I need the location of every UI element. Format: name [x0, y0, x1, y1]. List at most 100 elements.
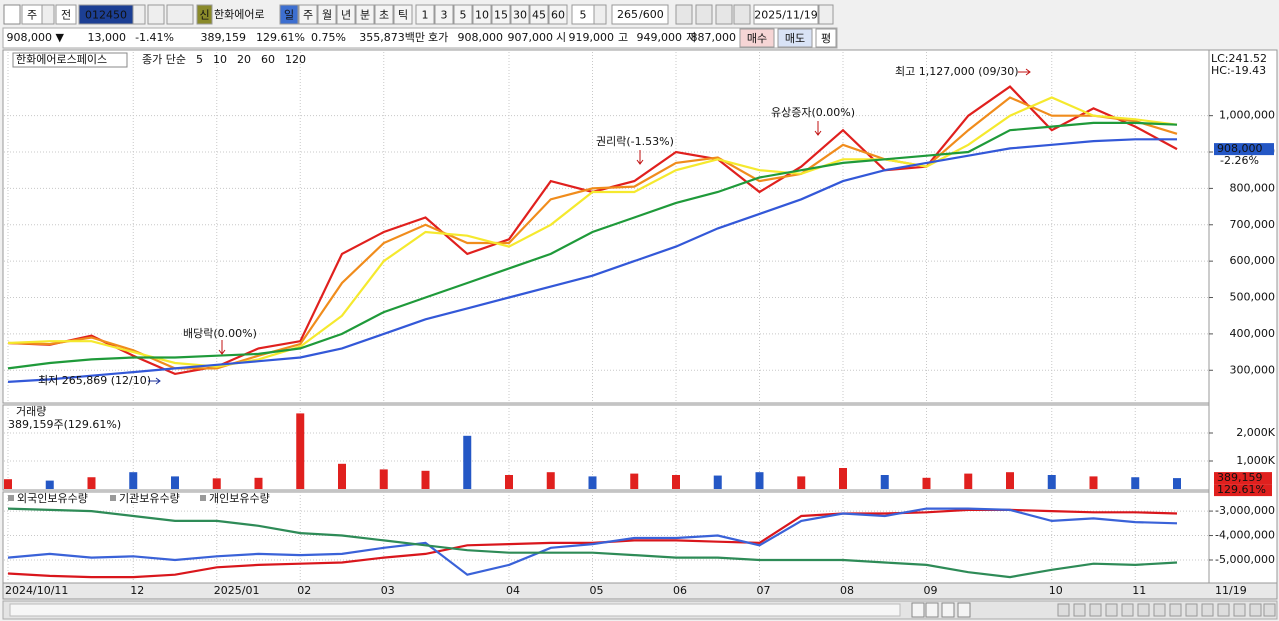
tool-icon[interactable]: [695, 4, 713, 25]
minute-box[interactable]: [415, 4, 435, 25]
tool-icon[interactable]: [675, 4, 693, 25]
interval-box[interactable]: [393, 4, 413, 25]
sell-button-box[interactable]: [777, 28, 813, 48]
volume-bar: [922, 477, 931, 489]
count[interactable]: 265: [617, 8, 638, 21]
zoom-icon[interactable]: [1201, 603, 1214, 617]
zoom-icon[interactable]: [1073, 603, 1086, 617]
sell-button[interactable]: 매도: [785, 32, 805, 45]
interval[interactable]: 일: [284, 8, 294, 22]
interval[interactable]: 분: [360, 9, 370, 22]
interval-box[interactable]: [374, 4, 394, 25]
badge[interactable]: 신: [199, 9, 209, 22]
minute[interactable]: 45: [532, 9, 546, 22]
volume-bar: [672, 475, 680, 489]
zoom-icon[interactable]: [1089, 603, 1102, 617]
count-unit[interactable]: 5: [580, 9, 587, 22]
scroll-button[interactable]: [941, 602, 955, 618]
volume-bar: [296, 413, 305, 489]
minute[interactable]: 10: [475, 9, 489, 22]
zoom-icon[interactable]: [1263, 603, 1276, 617]
zoom-icon[interactable]: [1185, 603, 1198, 617]
annotation-arrow: [218, 340, 226, 355]
minute[interactable]: 30: [513, 9, 527, 22]
range-box[interactable]: [55, 4, 77, 25]
period-type[interactable]: 주: [27, 9, 37, 22]
interval-box[interactable]: [317, 4, 337, 25]
minute-box[interactable]: [510, 4, 530, 25]
zoom-icon[interactable]: [1169, 603, 1182, 617]
interval-box[interactable]: [336, 4, 356, 25]
stock-name[interactable]: 한화에어로: [214, 8, 265, 21]
zoom-icon[interactable]: [1057, 603, 1070, 617]
minute-box[interactable]: [453, 4, 473, 25]
quote-low: 887,000: [691, 31, 737, 44]
volume-panel: [2, 404, 1210, 491]
avg-button[interactable]: 평: [821, 32, 831, 45]
volume-bar: [505, 475, 513, 489]
buy-button[interactable]: 매수: [747, 32, 767, 45]
legend-entry: 60: [261, 53, 275, 66]
zoom-icon[interactable]: [1121, 603, 1134, 617]
scroll-track[interactable]: [9, 603, 901, 617]
x-tick-label: 12: [130, 584, 144, 597]
scroll-button[interactable]: [957, 602, 971, 618]
minute[interactable]: 60: [551, 9, 565, 22]
legend-marker: [8, 495, 14, 501]
interval[interactable]: 주: [303, 9, 313, 22]
zoom-icon[interactable]: [1137, 603, 1150, 617]
minute-box[interactable]: [548, 4, 568, 25]
date-box[interactable]: [753, 4, 819, 25]
interval[interactable]: 월: [322, 9, 332, 22]
minute[interactable]: 1: [422, 9, 429, 22]
x-tick-label: 07: [757, 584, 771, 597]
interval-box[interactable]: [355, 4, 375, 25]
minute[interactable]: 15: [494, 9, 508, 22]
minute-box[interactable]: [472, 4, 492, 25]
minute-box[interactable]: [434, 4, 454, 25]
tool-icon[interactable]: [715, 4, 733, 25]
tool-icon[interactable]: [733, 4, 751, 25]
zoom-icon[interactable]: [1217, 603, 1230, 617]
dropdown[interactable]: [41, 4, 55, 25]
scroll-button[interactable]: [911, 602, 925, 618]
date[interactable]: 2025/11/19: [754, 9, 817, 22]
range[interactable]: 전: [61, 9, 71, 22]
zoom-icon[interactable]: [1105, 603, 1118, 617]
interval-box[interactable]: [298, 4, 318, 25]
volume-bar: [588, 476, 597, 489]
zoom-icon[interactable]: [1249, 603, 1262, 617]
count-box[interactable]: [611, 4, 669, 25]
last-price: 908,000: [1217, 142, 1263, 155]
minute[interactable]: 3: [441, 9, 448, 22]
buy-button-box[interactable]: [739, 28, 775, 48]
volume-bar: [1131, 477, 1140, 489]
series-line: [7, 507, 1178, 579]
dropdown[interactable]: [132, 4, 146, 25]
y-tick-label: 500,000: [1230, 291, 1276, 304]
last-ratio-tag: [1214, 484, 1272, 497]
minute-box[interactable]: [491, 4, 511, 25]
holdings-panel: [2, 491, 1210, 584]
search[interactable]: [147, 4, 165, 25]
badge-box[interactable]: [196, 4, 213, 25]
interval-box[interactable]: [279, 4, 299, 25]
zoom-icon[interactable]: [1233, 603, 1246, 617]
calendar[interactable]: [818, 4, 834, 25]
interval[interactable]: 년: [341, 9, 351, 22]
interval[interactable]: 틱: [398, 9, 408, 22]
code-input[interactable]: 012450: [85, 9, 127, 22]
hc-label: HC:-19.43: [1211, 64, 1266, 77]
dropdown[interactable]: [593, 4, 607, 25]
legend-marker: [200, 495, 206, 501]
interval[interactable]: 초: [379, 9, 389, 22]
sound[interactable]: [166, 4, 194, 25]
quote-price: 908,000 ▼: [7, 31, 65, 44]
icon[interactable]: [3, 4, 21, 25]
last-price-tag: [1214, 143, 1274, 156]
minute[interactable]: 5: [460, 9, 467, 22]
scroll-button[interactable]: [925, 602, 939, 618]
minute-box[interactable]: [529, 4, 549, 25]
avg-button-box[interactable]: [815, 28, 837, 48]
zoom-icon[interactable]: [1153, 603, 1166, 617]
